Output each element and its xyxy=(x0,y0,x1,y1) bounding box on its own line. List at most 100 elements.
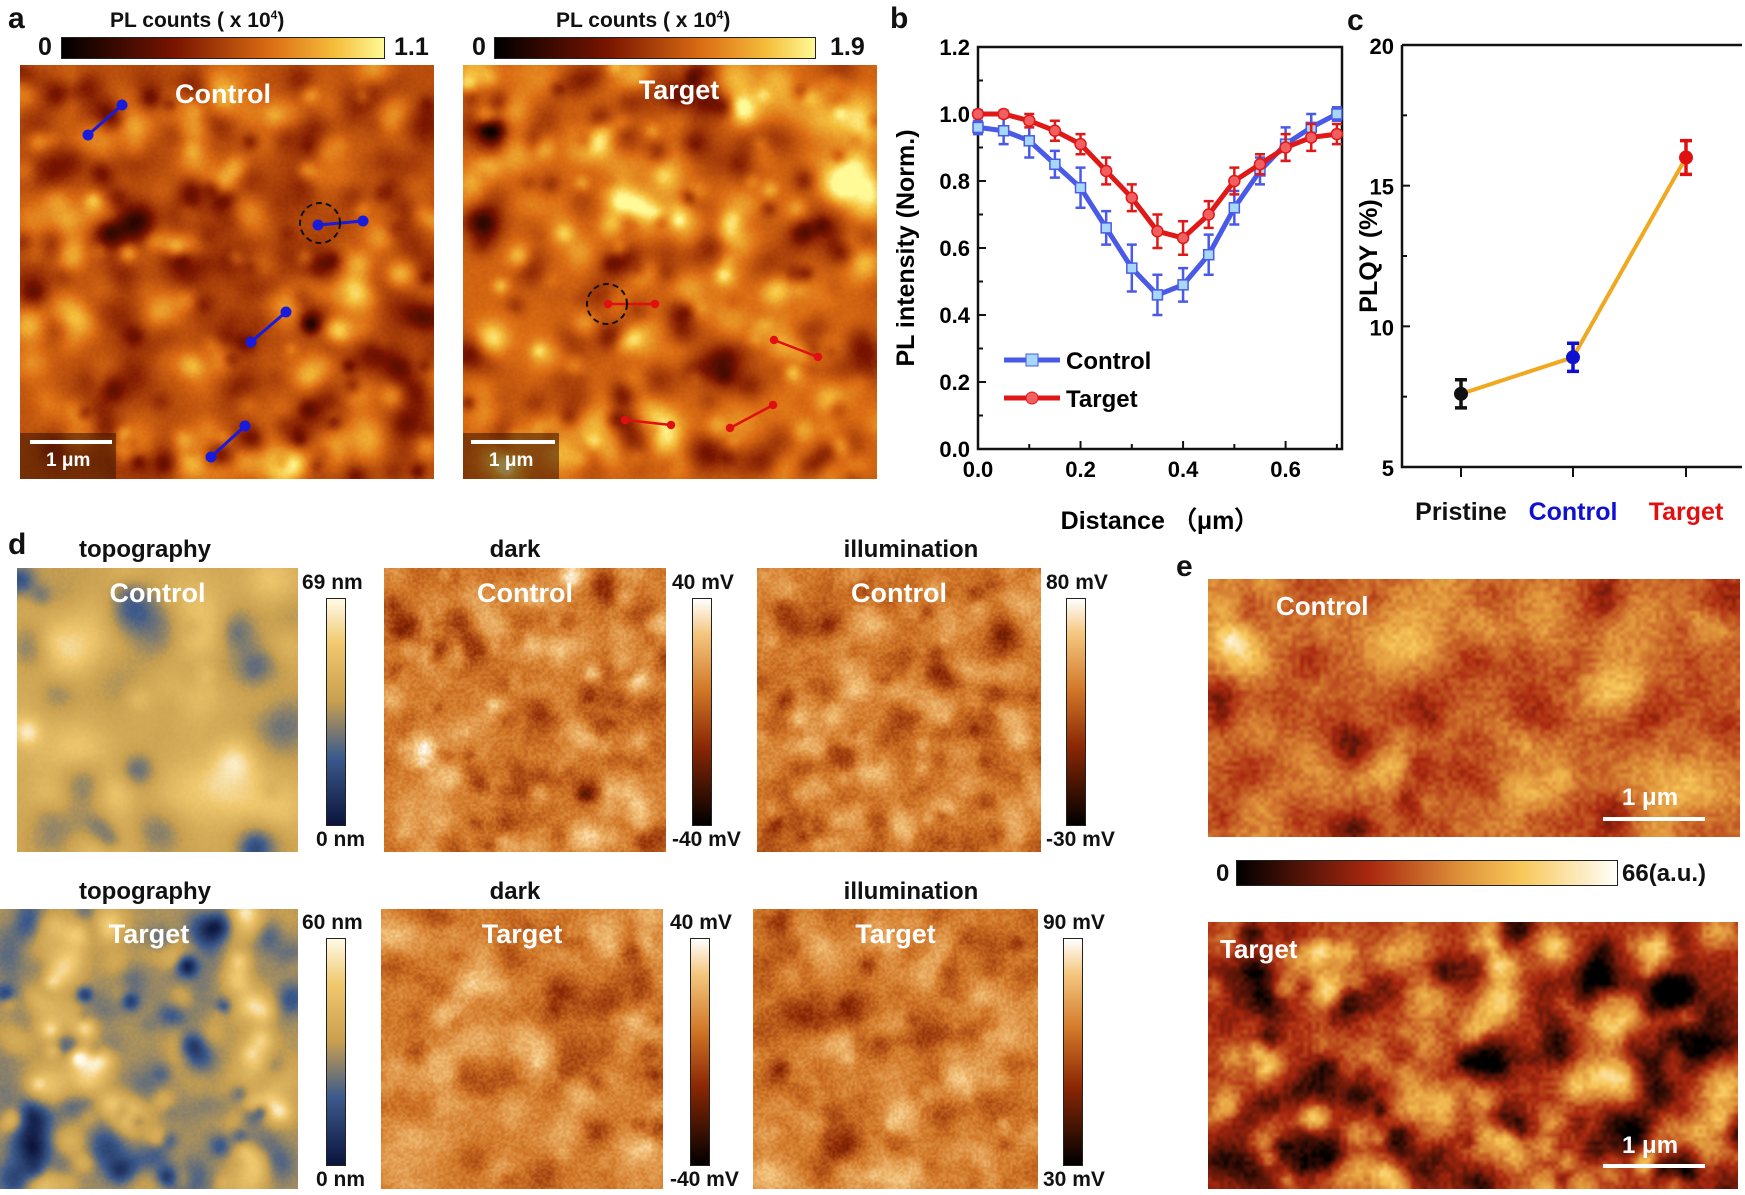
scale-bar xyxy=(1603,1164,1705,1168)
sample-label: Control xyxy=(109,578,206,608)
legend-label: Target xyxy=(1066,386,1138,413)
data-point xyxy=(1125,191,1139,204)
scale-bar-label: 1 μm xyxy=(1622,784,1679,811)
colorbar-min: -40 mV xyxy=(672,828,741,851)
legend-marker xyxy=(1025,353,1039,367)
y-axis-label: PLQY (%) xyxy=(1355,199,1383,312)
data-point xyxy=(1279,141,1292,154)
scale-bar-label: 1 μm xyxy=(46,450,91,471)
colorbar-illumination xyxy=(1066,598,1086,826)
x-tick-label: 0.2 xyxy=(1065,457,1096,482)
data-point xyxy=(1151,289,1164,301)
colorbar-min: 0 nm xyxy=(316,1168,366,1191)
colorbar-min: 30 mV xyxy=(1043,1168,1105,1191)
chart-pl-profile: 0.0 0.2 0.4 0.6 0.8 1.0 1.2 0.0 0.2 0.4 0.6 Distanc… xyxy=(892,35,1344,535)
illumination-map-target: Target xyxy=(753,909,1038,1189)
y-tick-label: 0.2 xyxy=(939,370,970,395)
panel-label-c: c xyxy=(1347,4,1364,37)
sample-label: Control xyxy=(175,79,271,109)
colorbar-pl-target xyxy=(494,37,816,59)
image-title-topography: topography xyxy=(79,878,211,905)
sample-label: Target xyxy=(638,75,720,105)
colorbar-max: 1.9 xyxy=(830,33,865,61)
colorbar-max: 66(a.u.) xyxy=(1622,860,1707,887)
colorbar-min: 0 xyxy=(1216,860,1230,887)
pl-map-e-control: Control 1 μm xyxy=(1208,579,1740,837)
y-tick-label: 0.4 xyxy=(939,303,970,328)
data-point xyxy=(1253,158,1267,171)
dark-map-target: Target xyxy=(381,909,663,1189)
colorbar-dark xyxy=(690,938,710,1166)
topography-map-control: Control xyxy=(17,568,298,852)
panel-label-e: e xyxy=(1176,550,1193,583)
data-point xyxy=(1304,131,1318,144)
data-point xyxy=(1074,181,1087,194)
colorbar-title-target: PL counts ( x 104) xyxy=(556,8,731,32)
line-profile-markers xyxy=(82,99,369,463)
data-point xyxy=(1228,174,1241,188)
colorbar-max: 80 mV xyxy=(1046,571,1108,594)
plot-frame xyxy=(1400,43,1742,469)
data-point xyxy=(1330,127,1344,141)
sample-label: Control xyxy=(477,578,573,608)
colorbar-e xyxy=(1236,860,1618,886)
sample-label: Control xyxy=(851,578,947,608)
data-point xyxy=(1202,208,1215,221)
data-point xyxy=(1100,222,1112,234)
y-tick-label: 20 xyxy=(1370,34,1394,59)
legend-marker xyxy=(1025,391,1039,405)
panel-label-a: a xyxy=(8,2,25,35)
dark-map-control: Control xyxy=(384,568,666,852)
data-point xyxy=(1331,108,1343,120)
colorbar-max: 90 mV xyxy=(1043,911,1105,934)
pl-map-control: Control 1 μm xyxy=(20,65,434,479)
data-point xyxy=(1228,202,1241,214)
x-tick-label: 0.6 xyxy=(1270,457,1301,482)
pl-map-e-target: Target 1 μm xyxy=(1208,922,1738,1189)
image-title-topography: topography xyxy=(79,536,211,563)
legend-label: Control xyxy=(1066,348,1151,375)
y-tick-label: 0.8 xyxy=(939,169,970,194)
scale-bar xyxy=(1603,817,1705,821)
panel-label-b: b xyxy=(890,2,909,35)
y-axis-label: PL intensity (Norm.) xyxy=(892,129,920,366)
x-category-label: Control xyxy=(1529,498,1618,526)
colorbar-topography xyxy=(326,598,346,826)
colorbar-min: 0 xyxy=(472,33,486,61)
scale-bar xyxy=(30,440,112,444)
line-profile-markers xyxy=(586,283,823,433)
data-point xyxy=(1074,137,1087,151)
data-point xyxy=(1099,164,1113,178)
colorbar-pl-control xyxy=(61,37,385,59)
y-tick-label: 0.0 xyxy=(939,437,970,462)
data-point xyxy=(1126,262,1138,274)
colorbar-max: 69 nm xyxy=(302,571,363,594)
colorbar-max: 60 nm xyxy=(302,911,363,934)
sample-label: Target xyxy=(481,919,563,949)
y-tick-label: 1.0 xyxy=(939,102,970,127)
data-point xyxy=(1049,158,1061,170)
image-title-illumination: illumination xyxy=(843,878,979,905)
image-title-illumination: illumination xyxy=(843,536,979,563)
colorbar-min: 0 nm xyxy=(316,828,366,851)
y-tick-label: 5 xyxy=(1382,456,1394,481)
colorbar-min: 0 xyxy=(38,33,52,61)
y-tick-label: 1.2 xyxy=(939,35,970,60)
colorbar-min: -40 mV xyxy=(670,1168,739,1191)
colorbar-max: 1.1 xyxy=(394,33,429,61)
x-tick-label: 0.0 xyxy=(963,457,994,482)
panel-label-d: d xyxy=(8,528,27,561)
data-point xyxy=(972,121,984,134)
topography-map-target: Target xyxy=(0,909,298,1189)
y-tick-label: 10 xyxy=(1370,315,1394,340)
sample-label: Target xyxy=(1220,934,1298,964)
y-tick-label: 0.6 xyxy=(939,236,970,261)
colorbar-illumination xyxy=(1063,938,1083,1166)
scale-bar-label: 1 μm xyxy=(1622,1132,1679,1159)
data-point xyxy=(1176,231,1190,245)
data-point xyxy=(997,107,1010,121)
colorbar-topography xyxy=(326,938,346,1166)
x-category-label: Target xyxy=(1649,498,1724,526)
x-axis-label: Distance （μm） xyxy=(1061,506,1260,535)
